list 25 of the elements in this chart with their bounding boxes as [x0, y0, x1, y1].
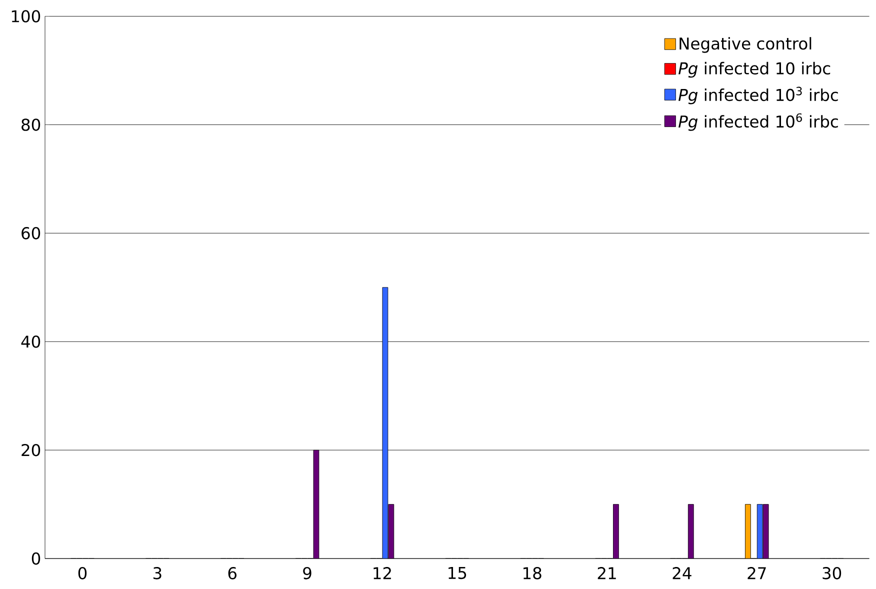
- x-tick-label: 15: [448, 566, 466, 579]
- x-tick-label: 24: [672, 566, 692, 579]
- bar: [745, 504, 751, 558]
- x-tick-label: 21: [598, 566, 616, 579]
- x-tick-label: 30: [822, 566, 842, 580]
- bar: [613, 504, 619, 558]
- y-tick-label: 60: [22, 226, 40, 240]
- x-tick-label: 6: [228, 566, 236, 580]
- x-tick-label: 9: [303, 566, 312, 580]
- legend-label: Pg infected 10$^{6}$ irbc: [678, 113, 838, 131]
- x-tick-label: 12: [374, 566, 391, 579]
- legend-label: Pg infected 10 irbc: [678, 62, 830, 78]
- x-tick-label: 0: [78, 566, 87, 580]
- y-tick-label: 40: [21, 335, 40, 348]
- x-tick-label: 3: [153, 566, 162, 580]
- legend-label: Negative control: [680, 36, 812, 53]
- legend-label: Pg infected 10$^{3}$ irbc: [678, 86, 838, 104]
- y-tick-label: 0: [32, 552, 40, 564]
- bar: [688, 504, 694, 558]
- y-tick-label: 100: [12, 10, 40, 22]
- x-tick-label: 18: [524, 566, 542, 580]
- y-tick-label: 80: [22, 118, 40, 131]
- x-tick-label: 27: [748, 566, 766, 579]
- bar: [756, 504, 763, 558]
- y-tick-label: 20: [22, 444, 40, 456]
